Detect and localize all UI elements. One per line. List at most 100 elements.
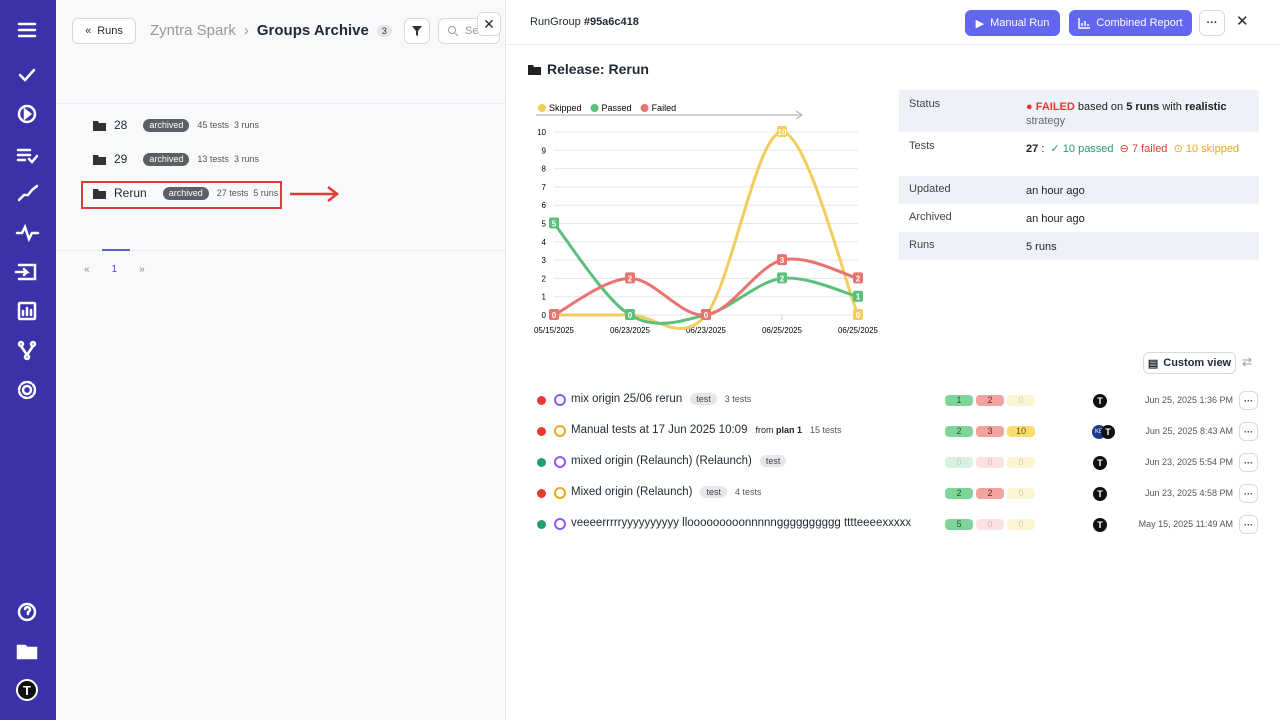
runs-count: 3 runs [233,120,259,130]
run-row[interactable]: Manual tests at 17 Jun 2025 10:09 from pl… [506,422,1280,441]
red-arrow [290,186,340,202]
element [21,306,33,317]
data-label: 0 [628,311,633,320]
element [19,344,35,357]
run-info: mix origin 25/06 rerun test 3 tests [571,393,751,405]
run-name: Manual tests at 17 Jun 2025 10:09 [571,424,748,436]
y-tick-label: 9 [542,146,547,155]
y-tick-label: 6 [542,201,547,210]
run-row[interactable]: mix origin 25/06 rerun test 3 tests 1 2 0 T Jun… [506,391,1280,410]
data-label: 3 [780,256,785,265]
combined-report-button[interactable]: Combined Report [1069,10,1192,36]
element: Release: Rerun [528,61,649,77]
sidebar: T [0,0,56,720]
x-tick-label: 05/15/2025 [534,326,575,335]
element [23,605,32,616]
legend-arrow [536,110,803,120]
element [15,223,40,243]
element [93,154,106,165]
run-date: Jun 23, 2025 4:58 PM [1144,488,1233,498]
element [1078,17,1091,29]
y-tick-label: 4 [542,238,547,247]
run-icon [554,425,566,437]
group-detail: RunGroup #95a6c418 ▶ Manual Run Combined … [505,0,1280,720]
text: 5 runs [1026,241,1057,253]
legend-marker [640,104,649,112]
group-row[interactable]: Rerun archived 27 tests 5 runs [93,186,278,200]
chart: Skipped Passed Failed01234567891005/15/202… [534,103,879,335]
run-tests: 4 tests [734,487,762,497]
run-menu[interactable]: ··· [1239,453,1258,472]
data-label-box [777,272,787,284]
more-button[interactable]: ··· [1199,10,1225,36]
run-row[interactable]: mixed origin (Relaunch) (Relaunch) test 0 0… [506,453,1280,472]
element: Updated an hour ago [899,176,1259,204]
manual-run-button[interactable]: ▶ Manual Run [965,10,1060,36]
group-row[interactable]: 29 archived 13 tests 3 runs [93,152,259,166]
page-number[interactable]: 1 [111,264,118,275]
text: based on [1077,101,1124,113]
avatar: T [23,683,31,698]
group-meta: 45 tests 3 runs [197,120,259,130]
data-label-box [625,309,635,320]
run-row[interactable]: Mixed origin (Relaunch) test 4 tests 2 2 0 T Ju… [506,484,1280,503]
plan-name: plan 1 [775,425,802,435]
custom-view-button[interactable]: ▤ Custom view [1143,352,1236,374]
series-line [552,222,859,325]
element: ▶ [975,17,985,30]
text: 27 [1026,143,1039,155]
filter-button[interactable] [404,18,430,44]
run-menu[interactable]: ··· [1239,484,1258,503]
close-panel[interactable]: ✕ [1236,13,1249,30]
divider [56,103,505,104]
text: realistic [1184,101,1227,113]
element [17,104,37,124]
run-plan: from plan 1 [755,425,802,435]
run-name: mix origin 25/06 rerun [571,393,683,405]
text: Tests [909,140,935,152]
run-menu[interactable]: ··· [1239,515,1258,534]
legend-label: Skipped [549,103,582,113]
group-row[interactable]: 28 archived 45 tests 3 runs [93,118,259,132]
run-date: Jun 23, 2025 5:54 PM [1144,457,1233,467]
element [93,154,106,165]
back-button[interactable]: « Runs [72,18,136,44]
count-badge: 3 [376,24,392,37]
prev-page[interactable]: « [84,264,90,275]
badge: archived [143,118,190,132]
settings-icon[interactable]: ⇄ [1242,355,1253,369]
tests-count: 13 tests [197,154,229,164]
y-tick-label: 2 [542,274,547,283]
group-name: 29 [114,152,128,166]
avatar: T [1093,487,1107,501]
data-label: 1 [856,293,861,302]
element: ⊙ 10 skipped [1173,143,1240,155]
data-label-box [625,272,635,284]
run-row[interactable]: veeeerrrrryyyyyyyyyy llooooooooonnnnnggg… [506,515,1280,534]
data-label-box [777,254,787,266]
element: 27 : ✓ 10 passed ⊖ 7 failed ⊙ 10 skipped [1026,142,1246,156]
text: 10 skipped [1185,143,1240,155]
y-tick-label: 7 [542,183,547,192]
close-button[interactable]: ✕ [477,12,501,36]
text: Custom view [1163,357,1232,369]
text: Archived [909,211,952,223]
y-tick-label: 3 [542,256,547,265]
element [16,644,38,660]
run-info: mixed origin (Relaunch) (Relaunch) test [571,455,787,467]
highlight-box [81,181,282,209]
text: strategy [1026,115,1066,127]
data-label: 0 [704,311,709,320]
next-page[interactable]: » [139,264,145,275]
group-meta: 27 tests 5 runs [217,188,279,198]
avatar: T [1093,394,1107,408]
element [16,679,38,701]
run-menu[interactable]: ··· [1239,422,1258,441]
run-tag: test [700,486,727,498]
element: Zyntra Spark › Groups Archive 3 [150,22,392,39]
data-label-box [853,272,863,284]
sidebar-icons: T [14,22,40,701]
element [17,380,37,400]
run-menu[interactable]: ··· [1239,391,1258,410]
avatar: T [1101,425,1115,439]
